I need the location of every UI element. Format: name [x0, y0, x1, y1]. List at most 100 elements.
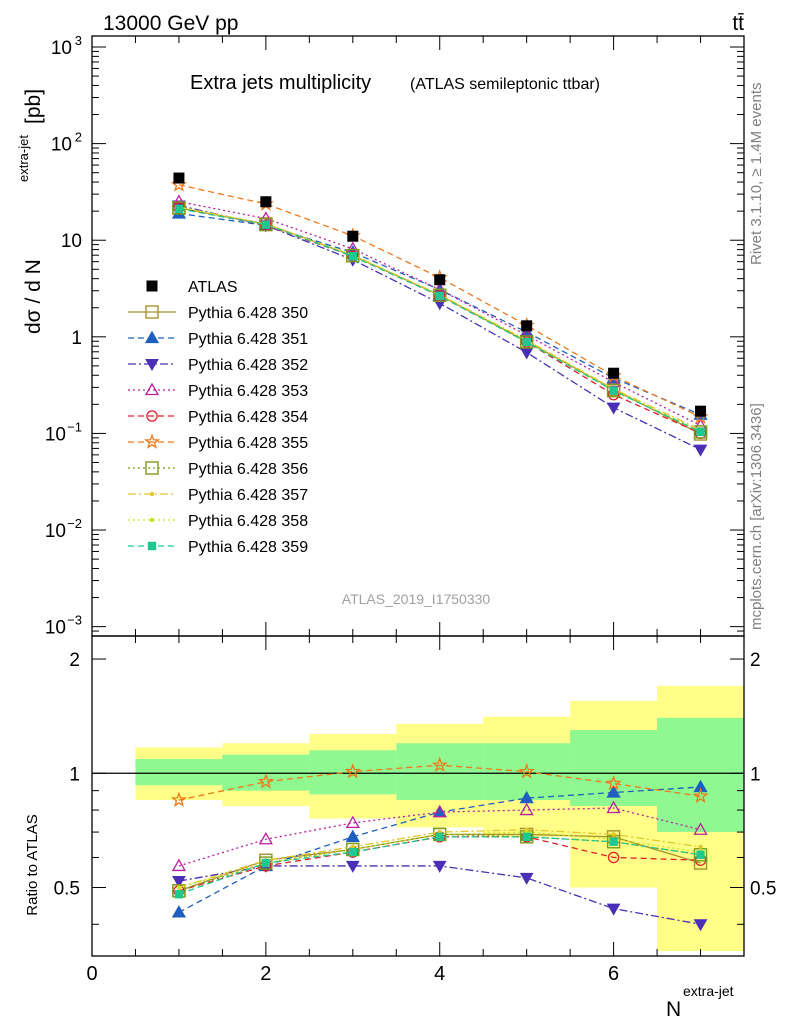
uncertainty-bands [92, 685, 744, 952]
data-point-atlas [434, 274, 446, 286]
band-stat-uncertainty [135, 759, 223, 786]
legend-entry: Pythia 6.428 357 [128, 487, 308, 504]
legend-marker [146, 410, 158, 422]
series-point-main [520, 336, 533, 348]
legend-entry: Pythia 6.428 350 [128, 305, 308, 322]
y-tick-label: 10 [61, 231, 82, 252]
data-point-atlas [173, 172, 185, 184]
series-point-main [346, 248, 360, 263]
x-axis-label: N [666, 998, 681, 1021]
y-tick-label: 10 [45, 521, 66, 542]
legend-marker [145, 305, 159, 319]
series-point-main [519, 335, 534, 349]
series-point-ratio [692, 787, 709, 804]
series-point-ratio [176, 885, 182, 890]
legend-entry: Pythia 6.428 351 [128, 330, 308, 348]
ratio-tick-label-left: 2 [69, 650, 80, 671]
series-point-ratio [257, 773, 274, 789]
band-stat-uncertainty [396, 743, 484, 801]
series-point-ratio [435, 832, 444, 842]
legend-marker [145, 359, 159, 372]
legend-marker [149, 517, 155, 523]
series-point-ratio [261, 858, 271, 868]
series-point-main [435, 291, 444, 301]
series-point-ratio [344, 763, 361, 779]
series-line-ratio [178, 807, 701, 867]
series-point-ratio [606, 785, 621, 798]
y-axis-label: dσ / d N [22, 259, 45, 334]
legend-marker [149, 491, 155, 497]
legend-label: Pythia 6.428 353 [188, 383, 308, 400]
series-point-main [693, 444, 708, 457]
series-point-ratio [174, 890, 184, 899]
y-tick-exponent: 3 [75, 33, 82, 48]
legend-marker [144, 330, 160, 344]
series-point-main [522, 337, 531, 347]
legend-label: Pythia 6.428 357 [188, 487, 308, 504]
series-point-ratio [170, 791, 188, 807]
band-stat-uncertainty [657, 717, 744, 833]
series-point-ratio [522, 832, 531, 842]
legend-entry: Pythia 6.428 359 [128, 539, 308, 556]
series-point-ratio [698, 844, 703, 850]
ratio-axis-label: Ratio to ATLAS [24, 814, 41, 915]
legend-label: Pythia 6.428 354 [188, 409, 308, 426]
series-point-ratio [518, 763, 535, 779]
series-point-ratio [431, 756, 448, 773]
series-point-ratio [519, 790, 534, 804]
y-tick-label: 10 [45, 618, 66, 639]
y-tick-label: 10 [51, 38, 72, 59]
data-point-atlas [521, 320, 533, 332]
series-point-main [693, 425, 708, 439]
legend-entry-atlas: ATLAS [146, 279, 238, 296]
legend-marker [143, 433, 161, 449]
series-point-ratio [605, 774, 622, 791]
series-point-ratio [432, 860, 447, 873]
series-point-ratio [607, 851, 620, 864]
series-point-main [261, 220, 271, 229]
legend-label: Pythia 6.428 352 [188, 357, 308, 374]
series-point-ratio [345, 829, 360, 842]
y-tick-label: 10 [45, 424, 66, 445]
series-point-main [259, 217, 273, 232]
series-point-ratio [693, 919, 708, 932]
legend-marker [144, 382, 160, 396]
legend-entry: Pythia 6.428 358 [128, 513, 308, 530]
process-label: tt̄ [732, 12, 744, 35]
analysis-watermark: ATLAS_2019_I1750330 [342, 591, 491, 607]
y-axis-unit: [pb] [22, 89, 45, 124]
series-point-main [609, 386, 618, 395]
legend-entry: Pythia 6.428 355 [128, 433, 308, 452]
data-point-atlas [695, 405, 707, 417]
y-axis-label-superscript: extra-jet [16, 135, 31, 182]
data-point-atlas [260, 196, 272, 208]
legend-marker [145, 461, 159, 475]
ratio-tick-label-left: 0.5 [54, 879, 80, 900]
series-layer [170, 172, 709, 932]
band-stat-uncertainty [309, 750, 397, 795]
series-359 [174, 204, 705, 899]
ratio-tick-label-right: 2 [750, 650, 761, 671]
legend-label: Pythia 6.428 359 [188, 539, 308, 556]
legend-entry: Pythia 6.428 353 [128, 382, 308, 400]
series-point-ratio [258, 831, 273, 845]
series-point-main [696, 427, 705, 437]
band-stat-uncertainty [222, 754, 310, 791]
legend-label: Pythia 6.428 355 [188, 435, 308, 452]
y-tick-exponent: −3 [67, 613, 82, 628]
series-point-ratio [519, 802, 534, 816]
ratio-frame [91, 635, 745, 957]
legend-entry: Pythia 6.428 354 [128, 409, 308, 426]
series-point-ratio [259, 856, 273, 870]
legend-label: ATLAS [188, 279, 238, 296]
y-tick-label: 10 [51, 135, 72, 156]
series-point-ratio [432, 804, 447, 818]
legend-marker [147, 541, 157, 551]
legend-label: Pythia 6.428 350 [188, 305, 308, 322]
series-point-ratio [171, 858, 187, 872]
legend: ATLAS Pythia 6.428 350 Pythia 6.428 351 Pyt… [128, 279, 308, 556]
x-axis-label-superscript: extra-jet [683, 983, 734, 999]
x-tick-label: 6 [608, 963, 619, 985]
x-tick-label: 0 [86, 963, 97, 985]
